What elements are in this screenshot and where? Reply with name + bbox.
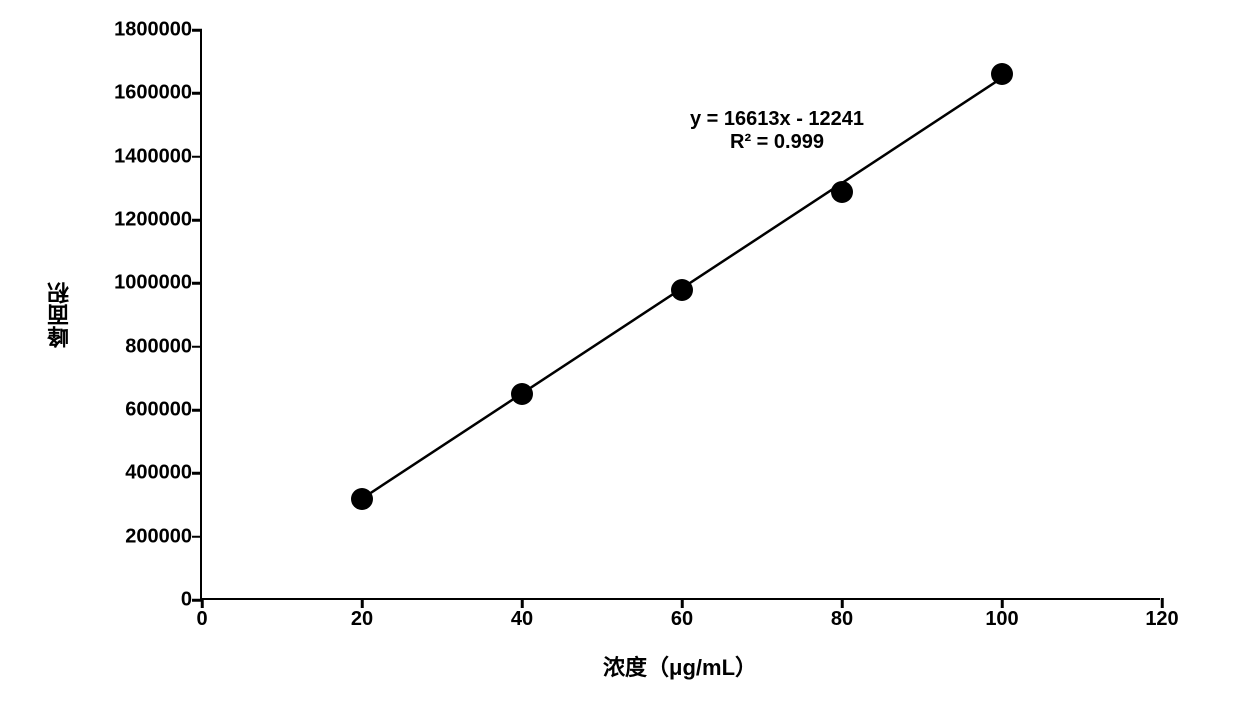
x-tick-label: 0 [196,608,207,631]
y-tick-label: 1800000 [114,19,192,42]
data-point [351,488,373,510]
y-tick-label: 1600000 [114,82,192,105]
regression-equation: y = 16613x - 12241 [690,108,864,131]
y-tick-mark [192,29,202,32]
x-tick-mark [361,598,364,608]
data-point [991,63,1013,85]
trendline [202,30,1162,600]
x-axis-label: 浓度（μg/mL） [603,650,757,682]
x-tick-label: 20 [351,608,373,631]
x-tick-mark [201,598,204,608]
y-tick-mark [192,92,202,95]
calibration-chart: y = 16613x - 12241 R² = 0.999 0200000400… [0,0,1240,722]
data-point [831,181,853,203]
x-tick-mark [841,598,844,608]
y-tick-mark [192,155,202,158]
x-tick-mark [681,598,684,608]
y-tick-mark [192,219,202,222]
y-tick-label: 1200000 [114,209,192,232]
x-tick-mark [1001,598,1004,608]
data-point [671,279,693,301]
data-point [511,383,533,405]
y-tick-label: 1000000 [114,272,192,295]
x-tick-mark [521,598,524,608]
y-tick-label: 600000 [125,399,192,422]
y-tick-mark [192,472,202,475]
y-axis-label: 峰面积 [44,282,76,348]
x-tick-label: 120 [1145,608,1178,631]
regression-r2: R² = 0.999 [690,131,864,154]
y-tick-label: 1400000 [114,145,192,168]
x-tick-label: 40 [511,608,533,631]
y-tick-mark [192,282,202,285]
y-tick-mark [192,409,202,412]
plot-area: y = 16613x - 12241 R² = 0.999 0200000400… [200,30,1160,600]
x-tick-mark [1161,598,1164,608]
x-tick-label: 80 [831,608,853,631]
y-tick-label: 400000 [125,462,192,485]
x-tick-label: 100 [985,608,1018,631]
y-tick-mark [192,535,202,538]
y-tick-label: 200000 [125,525,192,548]
regression-annotation: y = 16613x - 12241 R² = 0.999 [690,108,864,154]
y-tick-label: 800000 [125,335,192,358]
x-tick-label: 60 [671,608,693,631]
y-tick-label: 0 [181,589,192,612]
y-tick-mark [192,345,202,348]
